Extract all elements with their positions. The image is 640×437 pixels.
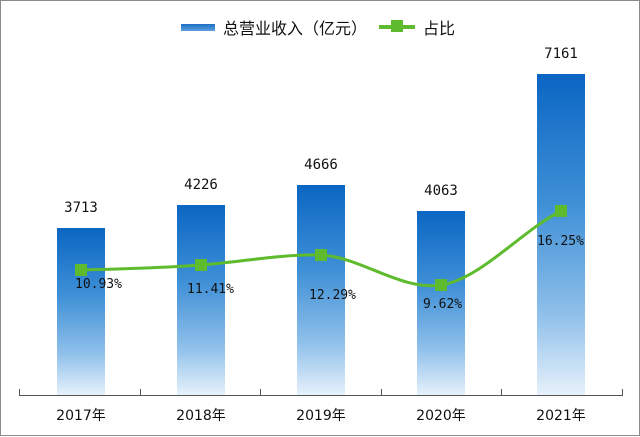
bar-2020 <box>417 211 465 395</box>
pct-label: 12.29% <box>309 288 356 303</box>
axis-tick <box>501 389 502 396</box>
bar-2021 <box>537 74 585 395</box>
legend-bar-label: 总营业收入（亿元） <box>223 19 368 38</box>
value-label: 7161 <box>544 46 578 62</box>
x-tick-label: 2017年 <box>56 408 106 424</box>
x-tick-label: 2018年 <box>176 408 226 424</box>
axis-tick <box>381 389 382 396</box>
pct-label: 9.62% <box>423 297 463 312</box>
x-axis <box>19 395 623 396</box>
bar-2019 <box>297 185 345 395</box>
pct-label: 10.93% <box>75 277 122 292</box>
x-tick-label: 2020年 <box>416 408 466 424</box>
bar-2018 <box>177 205 225 395</box>
pct-label: 16.25% <box>537 234 584 249</box>
value-label: 4063 <box>424 183 458 199</box>
x-tick-label: 2021年 <box>536 408 586 424</box>
value-label: 4666 <box>304 157 338 173</box>
axis-tick <box>140 389 141 396</box>
legend-line-label: 占比 <box>423 19 456 38</box>
value-label: 3713 <box>64 200 98 216</box>
legend: 总营业收入（亿元） 占比 <box>181 15 455 39</box>
value-label: 4226 <box>184 177 218 193</box>
axis-tick <box>260 389 261 396</box>
axis-tick <box>622 389 623 396</box>
legend-bar-swatch-icon <box>181 23 215 31</box>
bar-2017 <box>57 228 105 395</box>
axis-tick <box>19 389 20 396</box>
legend-line-swatch-icon <box>379 20 416 32</box>
x-tick-label: 2019年 <box>296 408 346 424</box>
pct-label: 11.41% <box>187 282 234 297</box>
